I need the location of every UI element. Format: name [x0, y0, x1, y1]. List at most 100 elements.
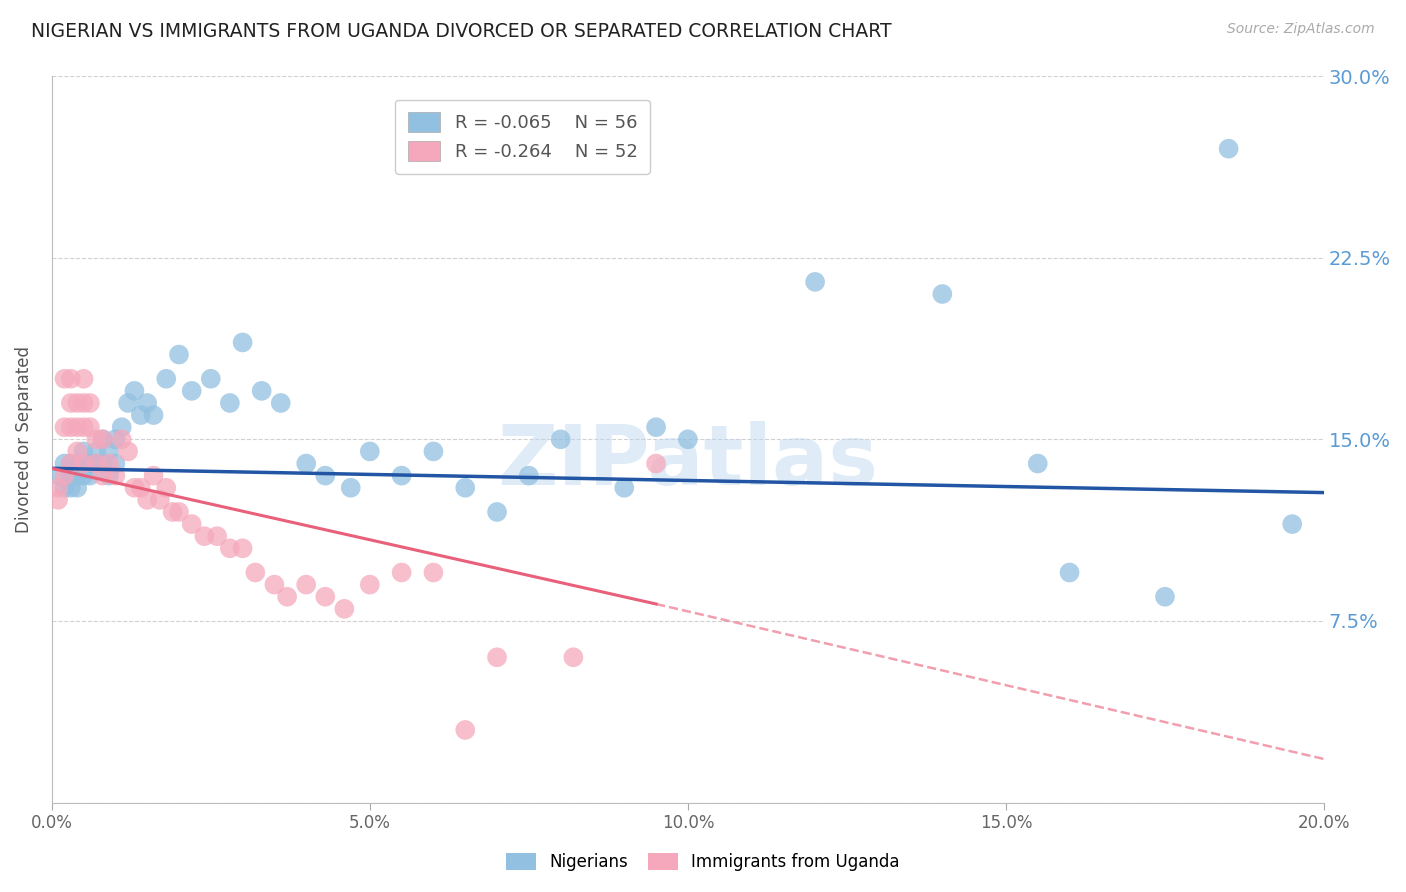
Point: [422, 444, 444, 458]
Point: [270, 396, 292, 410]
Point: [1026, 457, 1049, 471]
Point: [276, 590, 298, 604]
Point: [91, 468, 114, 483]
Point: [391, 468, 413, 483]
Point: [91, 432, 114, 446]
Point: [66, 444, 89, 458]
Point: [263, 577, 285, 591]
Point: [53, 481, 76, 495]
Text: ZIPatlas: ZIPatlas: [498, 421, 879, 501]
Point: [98, 468, 121, 483]
Point: [149, 492, 172, 507]
Point: [422, 566, 444, 580]
Point: [391, 566, 413, 580]
Point: [104, 468, 127, 483]
Point: [314, 468, 336, 483]
Point: [59, 481, 82, 495]
Point: [218, 396, 240, 410]
Point: [66, 396, 89, 410]
Point: [53, 457, 76, 471]
Point: [136, 492, 159, 507]
Point: [162, 505, 184, 519]
Text: NIGERIAN VS IMMIGRANTS FROM UGANDA DIVORCED OR SEPARATED CORRELATION CHART: NIGERIAN VS IMMIGRANTS FROM UGANDA DIVOR…: [31, 22, 891, 41]
Point: [245, 566, 267, 580]
Point: [200, 372, 222, 386]
Point: [59, 420, 82, 434]
Point: [79, 468, 101, 483]
Point: [167, 505, 190, 519]
Point: [84, 457, 107, 471]
Point: [167, 347, 190, 361]
Point: [193, 529, 215, 543]
Point: [180, 517, 202, 532]
Point: [613, 481, 636, 495]
Point: [72, 457, 94, 471]
Point: [98, 457, 121, 471]
Point: [66, 420, 89, 434]
Point: [117, 444, 139, 458]
Point: [72, 372, 94, 386]
Point: [314, 590, 336, 604]
Point: [46, 481, 69, 495]
Point: [79, 396, 101, 410]
Point: [295, 577, 318, 591]
Point: [155, 481, 177, 495]
Point: [155, 372, 177, 386]
Point: [359, 444, 381, 458]
Point: [136, 396, 159, 410]
Point: [104, 457, 127, 471]
Point: [218, 541, 240, 556]
Point: [232, 335, 254, 350]
Point: [250, 384, 273, 398]
Point: [59, 468, 82, 483]
Point: [333, 602, 356, 616]
Legend: Nigerians, Immigrants from Uganda: Nigerians, Immigrants from Uganda: [498, 845, 908, 880]
Point: [84, 444, 107, 458]
Text: Source: ZipAtlas.com: Source: ZipAtlas.com: [1227, 22, 1375, 37]
Point: [104, 432, 127, 446]
Point: [454, 723, 477, 737]
Point: [59, 457, 82, 471]
Point: [72, 457, 94, 471]
Point: [72, 396, 94, 410]
Point: [117, 396, 139, 410]
Point: [232, 541, 254, 556]
Point: [645, 420, 668, 434]
Point: [59, 457, 82, 471]
Point: [84, 457, 107, 471]
Point: [66, 481, 89, 495]
Point: [98, 444, 121, 458]
Point: [142, 468, 165, 483]
Point: [111, 420, 134, 434]
Point: [111, 432, 134, 446]
Point: [1059, 566, 1081, 580]
Point: [129, 408, 152, 422]
Point: [84, 432, 107, 446]
Point: [53, 420, 76, 434]
Point: [295, 457, 318, 471]
Point: [550, 432, 572, 446]
Point: [931, 287, 953, 301]
Point: [486, 505, 509, 519]
Point: [486, 650, 509, 665]
Point: [645, 457, 668, 471]
Point: [79, 457, 101, 471]
Point: [1218, 142, 1240, 156]
Point: [1281, 517, 1303, 532]
Point: [91, 457, 114, 471]
Y-axis label: Divorced or Separated: Divorced or Separated: [15, 346, 32, 533]
Point: [72, 420, 94, 434]
Point: [46, 492, 69, 507]
Point: [142, 408, 165, 422]
Legend: R = -0.065    N = 56, R = -0.264    N = 52: R = -0.065 N = 56, R = -0.264 N = 52: [395, 100, 650, 174]
Point: [53, 372, 76, 386]
Point: [517, 468, 540, 483]
Point: [59, 396, 82, 410]
Point: [124, 481, 146, 495]
Point: [66, 457, 89, 471]
Point: [79, 420, 101, 434]
Point: [124, 384, 146, 398]
Point: [46, 468, 69, 483]
Point: [72, 444, 94, 458]
Point: [180, 384, 202, 398]
